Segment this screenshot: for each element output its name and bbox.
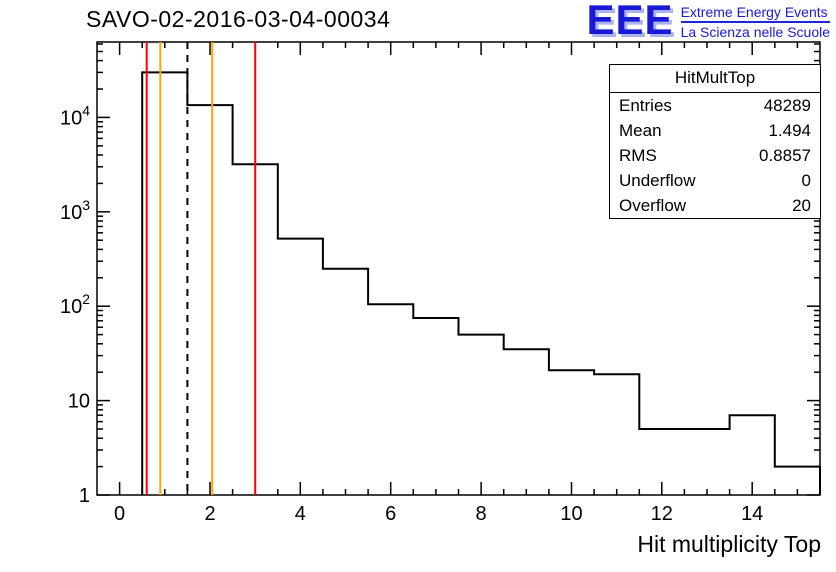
stats-row-entries: Entries 48289 [610,93,820,118]
stats-box: HitMultTop Entries 48289 Mean 1.494 RMS … [609,64,821,219]
stats-label: Entries [619,96,672,115]
x-tick-label: 12 [651,503,673,525]
x-axis-tick-labels: 0 2 4 6 8 10 12 14 [114,503,763,525]
histogram-line [141,71,821,495]
x-tick-label: 4 [295,503,306,525]
eee-logo: EEE Extreme Energy Events La Scienza nel… [586,0,830,43]
stats-row-rms: RMS 0.8857 [610,143,820,168]
eee-logo-acronym: EEE [586,0,674,43]
y-tick-label: 102 [60,291,90,318]
y-tick-label: 1 [79,485,90,507]
stats-value: 48289 [763,96,811,115]
stats-label: Overflow [619,196,687,215]
stats-value: 0 [801,171,811,190]
y-tick-label: 103 [60,197,90,224]
eee-logo-divider [680,21,830,23]
eee-logo-subtitles: Extreme Energy Events La Scienza nelle S… [680,1,830,40]
eee-logo-subtitle-italian: La Scienza nelle Scuole [680,24,830,40]
stats-row-overflow: Overflow 20 [610,193,820,218]
plot-title: SAVO-02-2016-03-04-00034 [86,6,391,32]
y-tick-label: 104 [60,102,90,129]
x-axis-label: Hit multiplicity Top [637,531,821,557]
x-tick-label: 6 [385,503,396,525]
x-tick-label: 8 [476,503,487,525]
stats-row-underflow: Underflow 0 [610,168,820,193]
stats-label: Mean [619,121,662,140]
y-axis-tick-labels: 1 10 102 103 104 [60,102,90,507]
eee-logo-subtitle-english: Extreme Energy Events [680,4,828,20]
stats-value: 0.8857 [759,146,811,165]
y-tick-label: 10 [68,391,90,413]
stats-row-mean: Mean 1.494 [610,118,820,143]
stats-label: RMS [619,146,657,165]
x-tick-label: 14 [741,503,763,525]
x-tick-label: 0 [114,503,125,525]
stats-title: HitMultTop [610,65,820,93]
stats-label: Underflow [619,171,696,190]
x-tick-label: 10 [560,503,582,525]
stats-value: 1.494 [768,121,811,140]
x-tick-label: 2 [204,503,215,525]
stats-value: 20 [792,196,811,215]
